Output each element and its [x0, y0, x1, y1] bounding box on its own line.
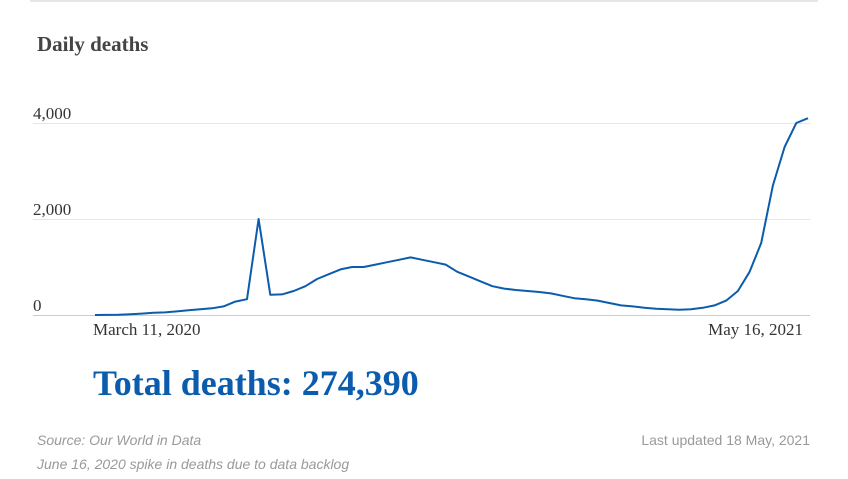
source: Source: Our World in Data [37, 432, 201, 448]
data-line [94, 117, 809, 316]
x-tick-label: March 11, 2020 [93, 320, 201, 339]
y-tick-label: 2,000 [33, 200, 71, 219]
last-updated: Last updated 18 May, 2021 [641, 432, 810, 448]
chart-title: Daily deaths [37, 32, 148, 56]
note: June 16, 2020 spike in deaths due to dat… [36, 456, 349, 472]
total-deaths: Total deaths: 274,390 [93, 363, 419, 403]
x-tick-label: May 16, 2021 [708, 320, 803, 339]
y-tick-label: 0 [33, 296, 42, 315]
y-tick-label: 4,000 [33, 104, 71, 123]
